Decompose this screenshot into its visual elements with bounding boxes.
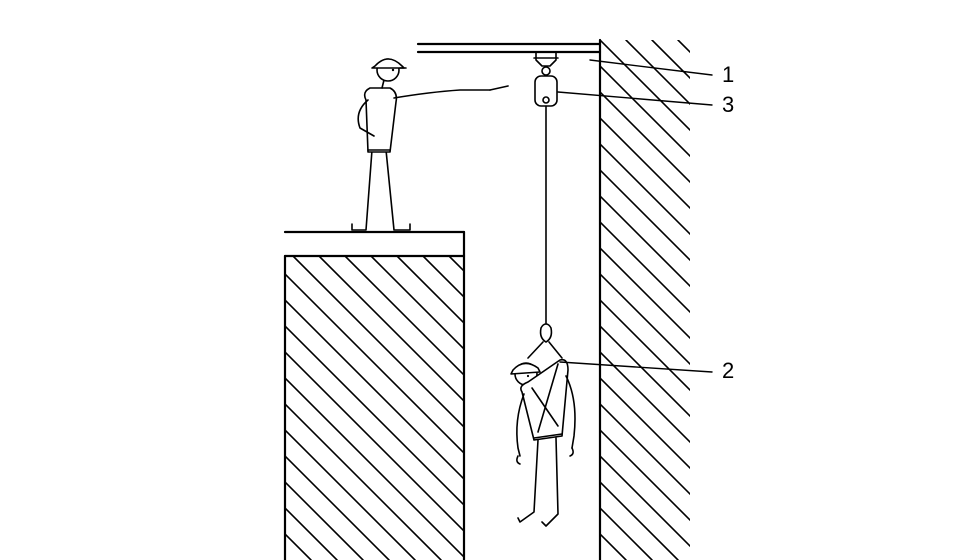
leader-lines xyxy=(558,60,712,372)
hatch-left-wall xyxy=(0,256,980,560)
hatch-right-wall xyxy=(80,40,980,560)
label-anchor: 1 xyxy=(722,62,734,87)
label-harness: 2 xyxy=(722,358,734,383)
rescue-system xyxy=(528,52,562,358)
victim-figure xyxy=(511,360,575,526)
structure-lines xyxy=(285,40,600,560)
rescuer-figure xyxy=(352,59,508,230)
label-rescue-device: 3 xyxy=(722,92,734,117)
